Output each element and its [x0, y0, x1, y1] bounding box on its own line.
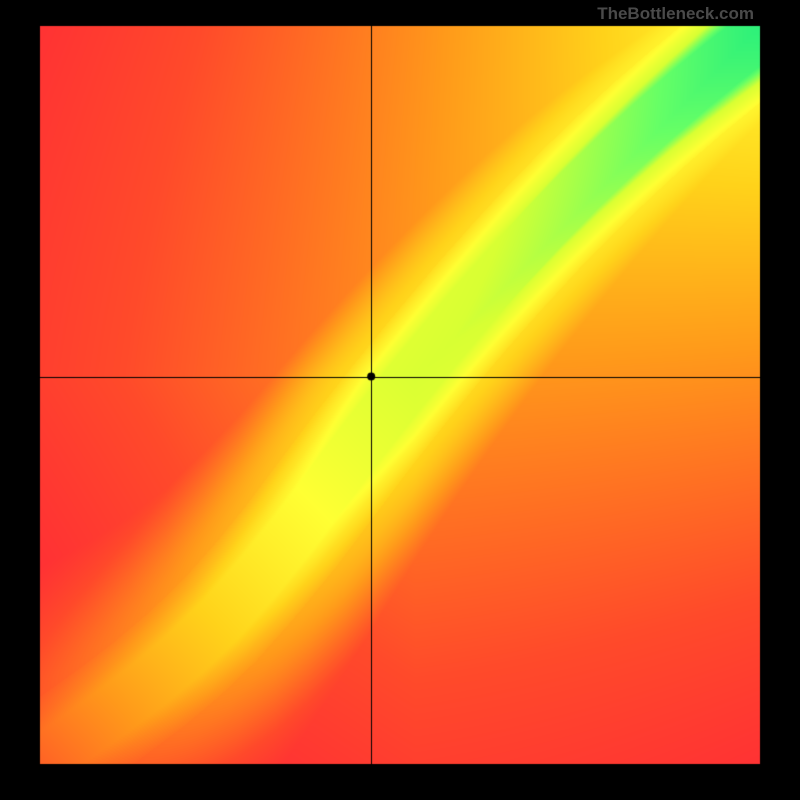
chart-container: TheBottleneck.com — [0, 0, 800, 800]
watermark-label: TheBottleneck.com — [597, 4, 754, 24]
bottleneck-heatmap — [0, 0, 800, 800]
